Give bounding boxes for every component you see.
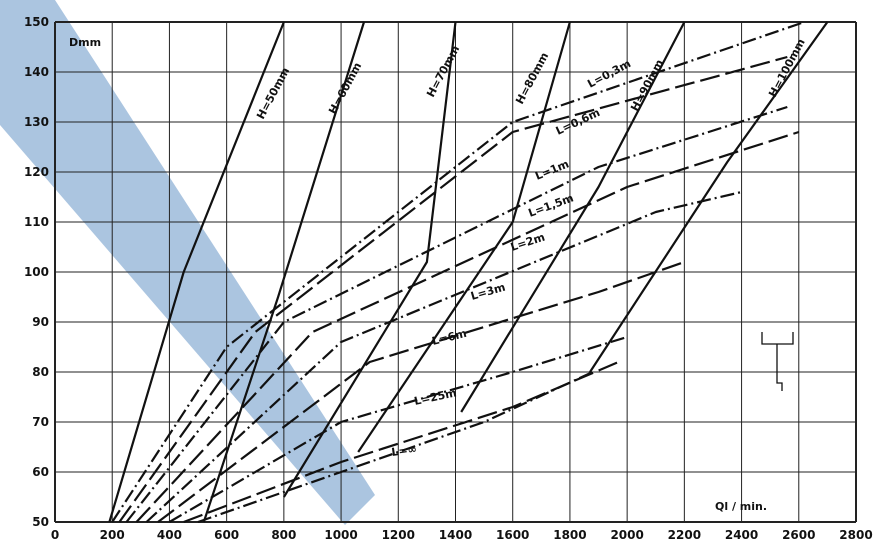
curve xyxy=(589,21,829,373)
curve xyxy=(168,335,628,523)
curve-label: L=6m xyxy=(431,327,468,348)
x-tick-label: 400 xyxy=(157,528,182,542)
grid-lines xyxy=(54,21,857,523)
x-tick-label: 600 xyxy=(214,528,239,542)
curve xyxy=(125,105,788,523)
curve-label-set: H=50mm H=60mm H=70mm H=80mm H=90mm H=100mm L=0… xyxy=(254,37,808,459)
x-tick-label: 200 xyxy=(100,528,125,542)
y-tick-label: 90 xyxy=(32,315,49,329)
curve-label: L=∞ xyxy=(391,443,418,459)
x-tick-label: 2800 xyxy=(839,528,872,542)
y-tick-label: 80 xyxy=(32,365,49,379)
curve xyxy=(111,20,805,523)
curve xyxy=(460,21,686,413)
curve-label: H=60mm xyxy=(326,60,364,116)
curve-label: H=80mm xyxy=(513,50,551,106)
curve xyxy=(282,21,457,498)
curve xyxy=(118,55,788,523)
curve-label: L=1,5m xyxy=(527,191,576,219)
curve-label: L=1m xyxy=(533,157,571,182)
curve-label: H=70mm xyxy=(424,43,462,99)
y-tick-label: 120 xyxy=(24,165,49,179)
y-tick-label: 150 xyxy=(24,15,49,29)
curve-label: L=2m xyxy=(509,231,547,254)
x-tick-label: 1400 xyxy=(439,528,472,542)
y-tick-label: 50 xyxy=(32,515,49,529)
x-tick-label: 2600 xyxy=(782,528,815,542)
curve-label: H=100mm xyxy=(766,37,808,100)
tap-symbol-icon xyxy=(761,332,794,391)
x-tick-label: 2200 xyxy=(668,528,701,542)
curve xyxy=(197,371,594,524)
x-tick-label: 0 xyxy=(51,528,59,542)
curve xyxy=(135,130,800,523)
curve-label: L=3m xyxy=(469,281,507,303)
curve-label: H=90mm xyxy=(628,57,666,113)
y-axis-label: Dmm xyxy=(69,36,101,49)
y-tick-label: 140 xyxy=(24,65,49,79)
x-axis-label: Ql / min. xyxy=(715,500,767,513)
curve xyxy=(157,260,685,523)
y-tick-label: 130 xyxy=(24,115,49,129)
curve xyxy=(145,190,742,523)
y-tick-label: 110 xyxy=(24,215,49,229)
x-tick-label: 1200 xyxy=(382,528,415,542)
y-tick-label: 70 xyxy=(32,415,49,429)
curve xyxy=(202,21,366,523)
x-tick-label: 1000 xyxy=(324,528,357,542)
curve-label: H=50mm xyxy=(254,65,292,121)
x-tick-label: 2000 xyxy=(610,528,643,542)
curve xyxy=(357,21,571,453)
x-tick-label: 2400 xyxy=(725,528,758,542)
x-tick-label: 1800 xyxy=(553,528,586,542)
curve xyxy=(108,21,285,523)
y-tick-label: 100 xyxy=(24,265,49,279)
x-tick-label: 1600 xyxy=(496,528,529,542)
curve-label: L=25m xyxy=(413,386,458,408)
y-tick-label: 60 xyxy=(32,465,49,479)
x-tick-label: 800 xyxy=(271,528,296,542)
curve-label: L=0,3m xyxy=(585,57,633,91)
tick-labels: 0 200 400 600 800 1000 1200 1400 1600 1800 2000 220… xyxy=(24,15,873,542)
curve-set xyxy=(108,20,829,524)
